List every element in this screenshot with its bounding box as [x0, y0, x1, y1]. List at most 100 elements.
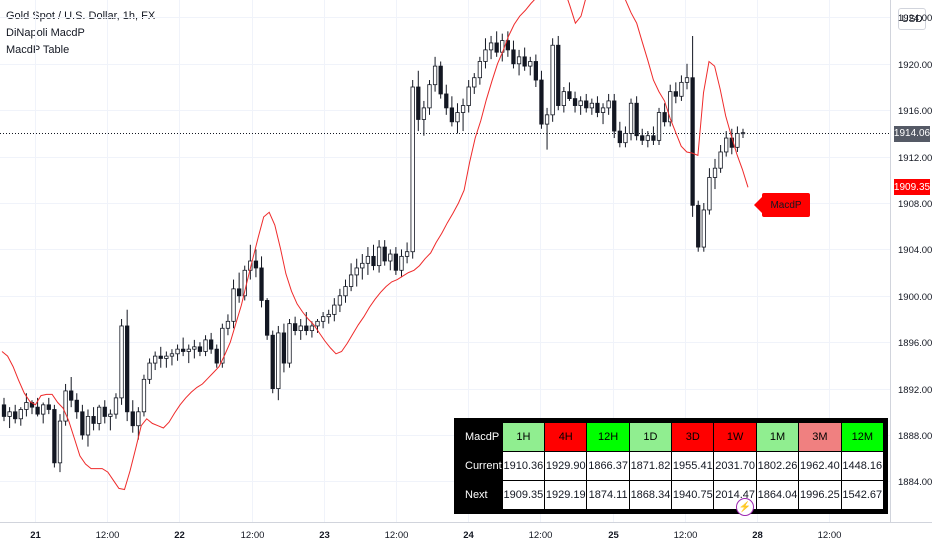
candle	[528, 56, 533, 76]
candle	[13, 404, 18, 424]
candle	[718, 145, 723, 173]
candle	[209, 332, 214, 354]
candle	[253, 249, 259, 278]
candle	[595, 96, 600, 118]
value-cell: 2031.70	[713, 451, 757, 481]
candle	[416, 70, 421, 132]
time-tick-label: 23	[319, 530, 330, 541]
candle	[102, 400, 107, 424]
candle	[158, 346, 163, 368]
table-header-label: MacdP	[458, 422, 503, 452]
candle	[371, 244, 376, 271]
price-tick-label: 1920.00	[898, 60, 932, 71]
indicator-dinapoli-macdp[interactable]: DiNapoli MacdP	[6, 27, 85, 39]
candle	[472, 73, 477, 94]
time-tick-label: 21	[30, 530, 41, 541]
candle	[220, 323, 225, 368]
candle	[449, 96, 455, 127]
candles	[1, 31, 746, 473]
tf-cell: 1H	[501, 422, 546, 452]
row-label: Next	[458, 480, 503, 510]
candle	[57, 414, 63, 473]
candle	[606, 93, 611, 115]
candle	[18, 407, 23, 426]
candle	[427, 80, 432, 115]
value-cell: 1940.75	[671, 480, 715, 510]
lightning-bolt-icon[interactable]: ⚡	[736, 498, 754, 516]
price-tick-label: 1900.00	[898, 292, 932, 303]
candle	[600, 103, 606, 125]
currency-button[interactable]: USD	[898, 8, 926, 30]
value-cell: 1929.19	[544, 480, 588, 510]
candle	[197, 342, 203, 357]
candle	[203, 335, 208, 357]
candle	[432, 56, 438, 92]
price-tick-label: 1896.00	[898, 338, 932, 349]
candle	[186, 344, 191, 364]
macdp-table: MacdP 1H 4H 12H 1D 3D 1W 1M 3M 12M Curre…	[454, 418, 888, 514]
candle	[539, 70, 544, 129]
price-tick-label: 1908.00	[898, 199, 932, 210]
tf-cell: 4H	[544, 422, 588, 452]
value-cell: 1962.40	[798, 451, 842, 481]
current-price-tag: 1914.06	[894, 125, 930, 142]
candle	[505, 31, 510, 57]
candle	[97, 404, 102, 431]
candle	[292, 316, 298, 336]
candle	[651, 126, 656, 145]
candle	[130, 400, 135, 433]
candle	[85, 409, 91, 447]
candle	[225, 314, 231, 336]
candle	[259, 256, 264, 308]
candle	[477, 56, 483, 85]
candle	[74, 393, 79, 419]
candle	[52, 404, 57, 468]
candle	[298, 319, 303, 340]
candle	[656, 107, 662, 145]
candle	[707, 168, 712, 215]
candle	[690, 35, 695, 217]
price-tick-label: 1916.00	[898, 106, 932, 117]
candle	[640, 128, 645, 145]
candle	[561, 87, 566, 113]
time-axis[interactable]: 21 12:00 22 12:00 23 12:00 24 12:00 25 12:00 28 12:…	[30, 530, 841, 541]
candle	[617, 121, 622, 148]
candle	[466, 80, 471, 113]
value-cell: 1802.26	[755, 451, 800, 481]
value-cell: 1868.34	[628, 480, 673, 510]
time-tick-label: 22	[174, 530, 185, 541]
price-tick-label: 1888.00	[898, 431, 932, 442]
row-label: Current	[458, 451, 503, 481]
candle	[237, 272, 242, 303]
candle	[136, 407, 141, 440]
value-cell: 1542.67	[840, 480, 885, 510]
indicator-macdp-table[interactable]: MacdP Table	[6, 44, 70, 56]
candle	[365, 247, 371, 275]
candle	[80, 404, 85, 440]
candle	[668, 84, 673, 127]
candle	[724, 131, 729, 157]
candle	[511, 40, 516, 69]
time-tick-label: 24	[463, 530, 474, 541]
candle	[393, 247, 399, 275]
candle	[500, 33, 505, 62]
candle	[287, 319, 292, 368]
candle	[69, 377, 74, 408]
candle	[388, 249, 393, 271]
symbol-title[interactable]: Gold Spot / U.S. Dollar, 1h, FX	[6, 10, 156, 22]
candle	[91, 407, 96, 431]
price-tick-label: 1904.00	[898, 245, 932, 256]
price-axis[interactable]: 1884.00 1888.00 1892.00 1896.00 1900.00 1904.…	[898, 13, 932, 488]
candle	[214, 344, 219, 368]
price-tick-label: 1912.00	[898, 153, 932, 164]
candle	[141, 374, 147, 417]
time-tick-label: 28	[752, 530, 763, 541]
time-tick-label: 12:00	[674, 530, 698, 541]
candle	[270, 330, 275, 394]
value-cell: 1871.82	[628, 451, 673, 481]
candle	[231, 279, 236, 329]
candle	[63, 383, 68, 426]
value-cell: 1955.41	[671, 451, 715, 481]
candle	[264, 298, 270, 340]
